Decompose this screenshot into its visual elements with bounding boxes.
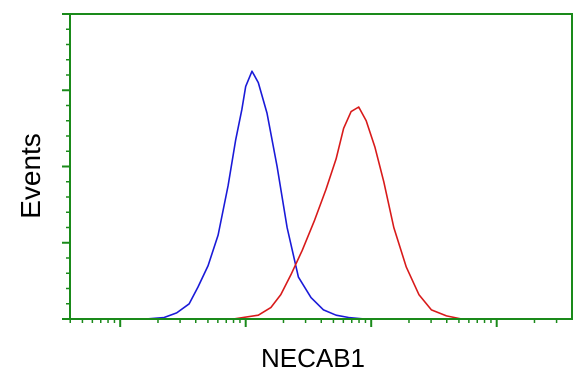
y-axis-title: Events <box>15 133 46 219</box>
plot-frame <box>69 13 573 320</box>
plot-area <box>70 14 572 319</box>
series-line-2 <box>233 106 462 320</box>
series-layer <box>145 70 462 320</box>
series-line-1 <box>145 70 365 320</box>
x-axis-title: NECAB1 <box>261 343 365 373</box>
